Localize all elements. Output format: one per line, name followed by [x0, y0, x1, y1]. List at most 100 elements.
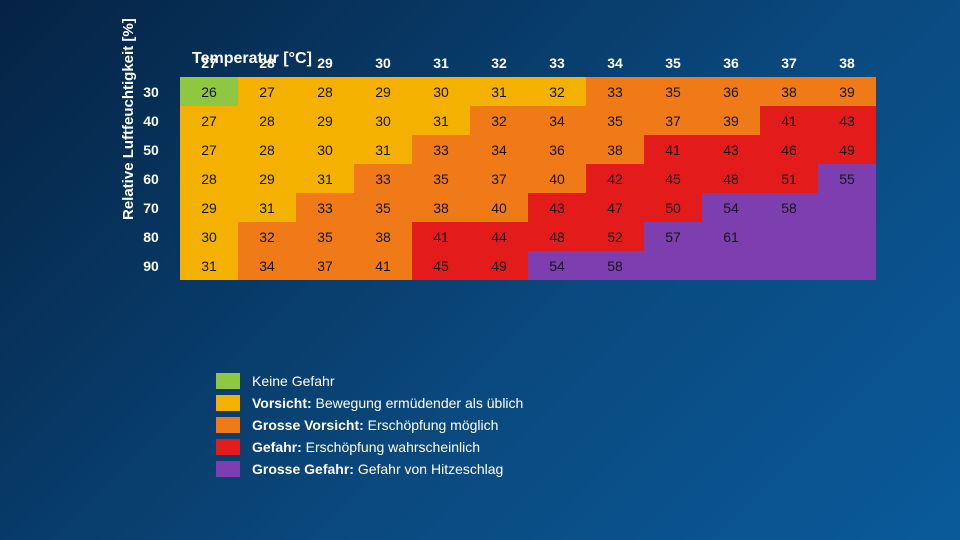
heat-cell: 37 [470, 164, 528, 193]
col-header: 33 [528, 48, 586, 77]
legend-label-rest: Erschöpfung möglich [364, 417, 499, 433]
heat-cell: 52 [586, 222, 644, 251]
legend-row: Grosse Gefahr: Gefahr von Hitzeschlag [216, 458, 523, 480]
legend-label: Keine Gefahr [252, 373, 335, 389]
legend: Keine Gefahr Vorsicht: Bewegung ermüdende… [216, 370, 523, 480]
heat-cell: 35 [296, 222, 354, 251]
col-header: 32 [470, 48, 528, 77]
heat-cell: 40 [470, 193, 528, 222]
col-header: 35 [644, 48, 702, 77]
header-row: 272829303132333435363738 [122, 48, 876, 77]
heat-cell [818, 251, 876, 280]
legend-label-bold: Gefahr: [252, 439, 302, 455]
heat-cell: 35 [644, 77, 702, 106]
heat-cell: 36 [702, 77, 760, 106]
legend-row: Grosse Vorsicht: Erschöpfung möglich [216, 414, 523, 436]
table-row: 903134374145495458 [122, 251, 876, 280]
heat-cell: 45 [644, 164, 702, 193]
heat-cell: 38 [412, 193, 470, 222]
heat-cell: 54 [528, 251, 586, 280]
heat-cell: 38 [760, 77, 818, 106]
heat-cell: 30 [354, 106, 412, 135]
heat-cell: 41 [760, 106, 818, 135]
heat-cell: 45 [412, 251, 470, 280]
heat-cell: 39 [702, 106, 760, 135]
heat-cell: 58 [586, 251, 644, 280]
col-header: 38 [818, 48, 876, 77]
legend-label: Grosse Gefahr: Gefahr von Hitzeschlag [252, 461, 503, 477]
heat-cell: 37 [644, 106, 702, 135]
heat-cell: 29 [180, 193, 238, 222]
legend-label: Grosse Vorsicht: Erschöpfung möglich [252, 417, 498, 433]
heat-cell: 27 [180, 135, 238, 164]
heat-cell [760, 251, 818, 280]
heat-index-table-wrap: 272829303132333435363738 302627282930313… [122, 48, 876, 280]
heat-cell: 43 [528, 193, 586, 222]
legend-label-bold: Grosse Vorsicht: [252, 417, 364, 433]
heat-cell: 38 [354, 222, 412, 251]
heat-cell: 41 [644, 135, 702, 164]
table-row: 40272829303132343537394143 [122, 106, 876, 135]
heat-cell [702, 251, 760, 280]
heat-index-table: 272829303132333435363738 302627282930313… [122, 48, 876, 280]
heat-cell: 41 [354, 251, 412, 280]
heat-cell: 31 [238, 193, 296, 222]
heat-cell: 28 [238, 135, 296, 164]
heat-cell: 34 [470, 135, 528, 164]
heat-cell [818, 222, 876, 251]
heat-cell: 57 [644, 222, 702, 251]
heat-cell: 28 [296, 77, 354, 106]
heat-cell: 38 [586, 135, 644, 164]
heat-cell: 34 [238, 251, 296, 280]
heat-cell: 29 [238, 164, 296, 193]
heat-cell: 61 [702, 222, 760, 251]
heat-cell: 42 [586, 164, 644, 193]
heat-cell: 36 [528, 135, 586, 164]
heat-cell: 30 [296, 135, 354, 164]
heat-cell: 34 [528, 106, 586, 135]
legend-swatch [216, 417, 240, 433]
legend-row: Keine Gefahr [216, 370, 523, 392]
heat-cell: 30 [180, 222, 238, 251]
heat-cell: 26 [180, 77, 238, 106]
table-row: 8030323538414448525761 [122, 222, 876, 251]
col-header: 30 [354, 48, 412, 77]
heat-cell: 29 [354, 77, 412, 106]
legend-swatch [216, 373, 240, 389]
col-header: 36 [702, 48, 760, 77]
heat-cell: 33 [412, 135, 470, 164]
heat-cell: 31 [180, 251, 238, 280]
heat-cell: 29 [296, 106, 354, 135]
heat-cell: 49 [470, 251, 528, 280]
legend-label-bold: Grosse Gefahr: [252, 461, 354, 477]
heat-cell: 43 [702, 135, 760, 164]
heat-cell: 48 [702, 164, 760, 193]
heat-cell: 27 [238, 77, 296, 106]
legend-label-bold: Vorsicht: [252, 395, 312, 411]
heat-cell [644, 251, 702, 280]
legend-label: Vorsicht: Bewegung ermüdender als üblich [252, 395, 523, 411]
heat-cell: 49 [818, 135, 876, 164]
heat-cell: 28 [238, 106, 296, 135]
heat-cell: 32 [470, 106, 528, 135]
heat-cell: 55 [818, 164, 876, 193]
heat-cell: 33 [586, 77, 644, 106]
row-header: 80 [122, 222, 180, 251]
row-header: 40 [122, 106, 180, 135]
heat-cell: 35 [412, 164, 470, 193]
col-header: 29 [296, 48, 354, 77]
legend-label-rest: Keine Gefahr [252, 373, 335, 389]
heat-cell: 47 [586, 193, 644, 222]
heat-cell: 46 [760, 135, 818, 164]
heat-cell: 33 [296, 193, 354, 222]
legend-swatch [216, 461, 240, 477]
heat-cell: 30 [412, 77, 470, 106]
heat-cell: 51 [760, 164, 818, 193]
heat-cell: 33 [354, 164, 412, 193]
corner-cell [122, 48, 180, 77]
heat-cell: 58 [760, 193, 818, 222]
legend-swatch [216, 439, 240, 455]
row-header: 50 [122, 135, 180, 164]
heat-cell: 43 [818, 106, 876, 135]
legend-row: Vorsicht: Bewegung ermüdender als üblich [216, 392, 523, 414]
